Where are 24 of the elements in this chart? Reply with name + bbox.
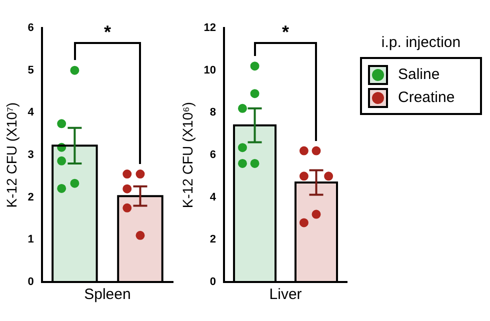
legend-label: Saline — [398, 66, 440, 83]
x-axis-title: Spleen — [84, 286, 131, 304]
y-tick-label: 0 — [210, 276, 216, 288]
y-tick-label: 8 — [210, 106, 216, 119]
y-tick-label: 4 — [210, 191, 217, 204]
annotation: * — [104, 22, 111, 42]
legend-title: i.p. injection — [380, 34, 462, 51]
x-axis-title: Liver — [269, 286, 302, 304]
y-tick-label: 1 — [28, 234, 34, 246]
y-tick-label: 2 — [28, 191, 34, 204]
y-axis-title: K-12 CFU (X10⁷) — [3, 102, 20, 208]
y-tick-label: 2 — [210, 234, 216, 246]
legend-label: Creatine — [398, 89, 455, 106]
y-tick-label: 3 — [28, 149, 34, 162]
y-tick-label: 6 — [28, 22, 34, 34]
point — [57, 184, 66, 193]
y-tick-label: 6 — [210, 149, 216, 162]
y-tick-label: 10 — [204, 64, 216, 76]
y-tick-label: 4 — [28, 106, 35, 119]
y-tick-label: 0 — [28, 276, 34, 288]
y-axis-title: K-12 CFU (X10⁶) — [179, 102, 196, 208]
y-tick-label: 5 — [28, 64, 34, 76]
annotation: * — [282, 22, 290, 42]
y-tick-label: 12 — [204, 22, 216, 34]
